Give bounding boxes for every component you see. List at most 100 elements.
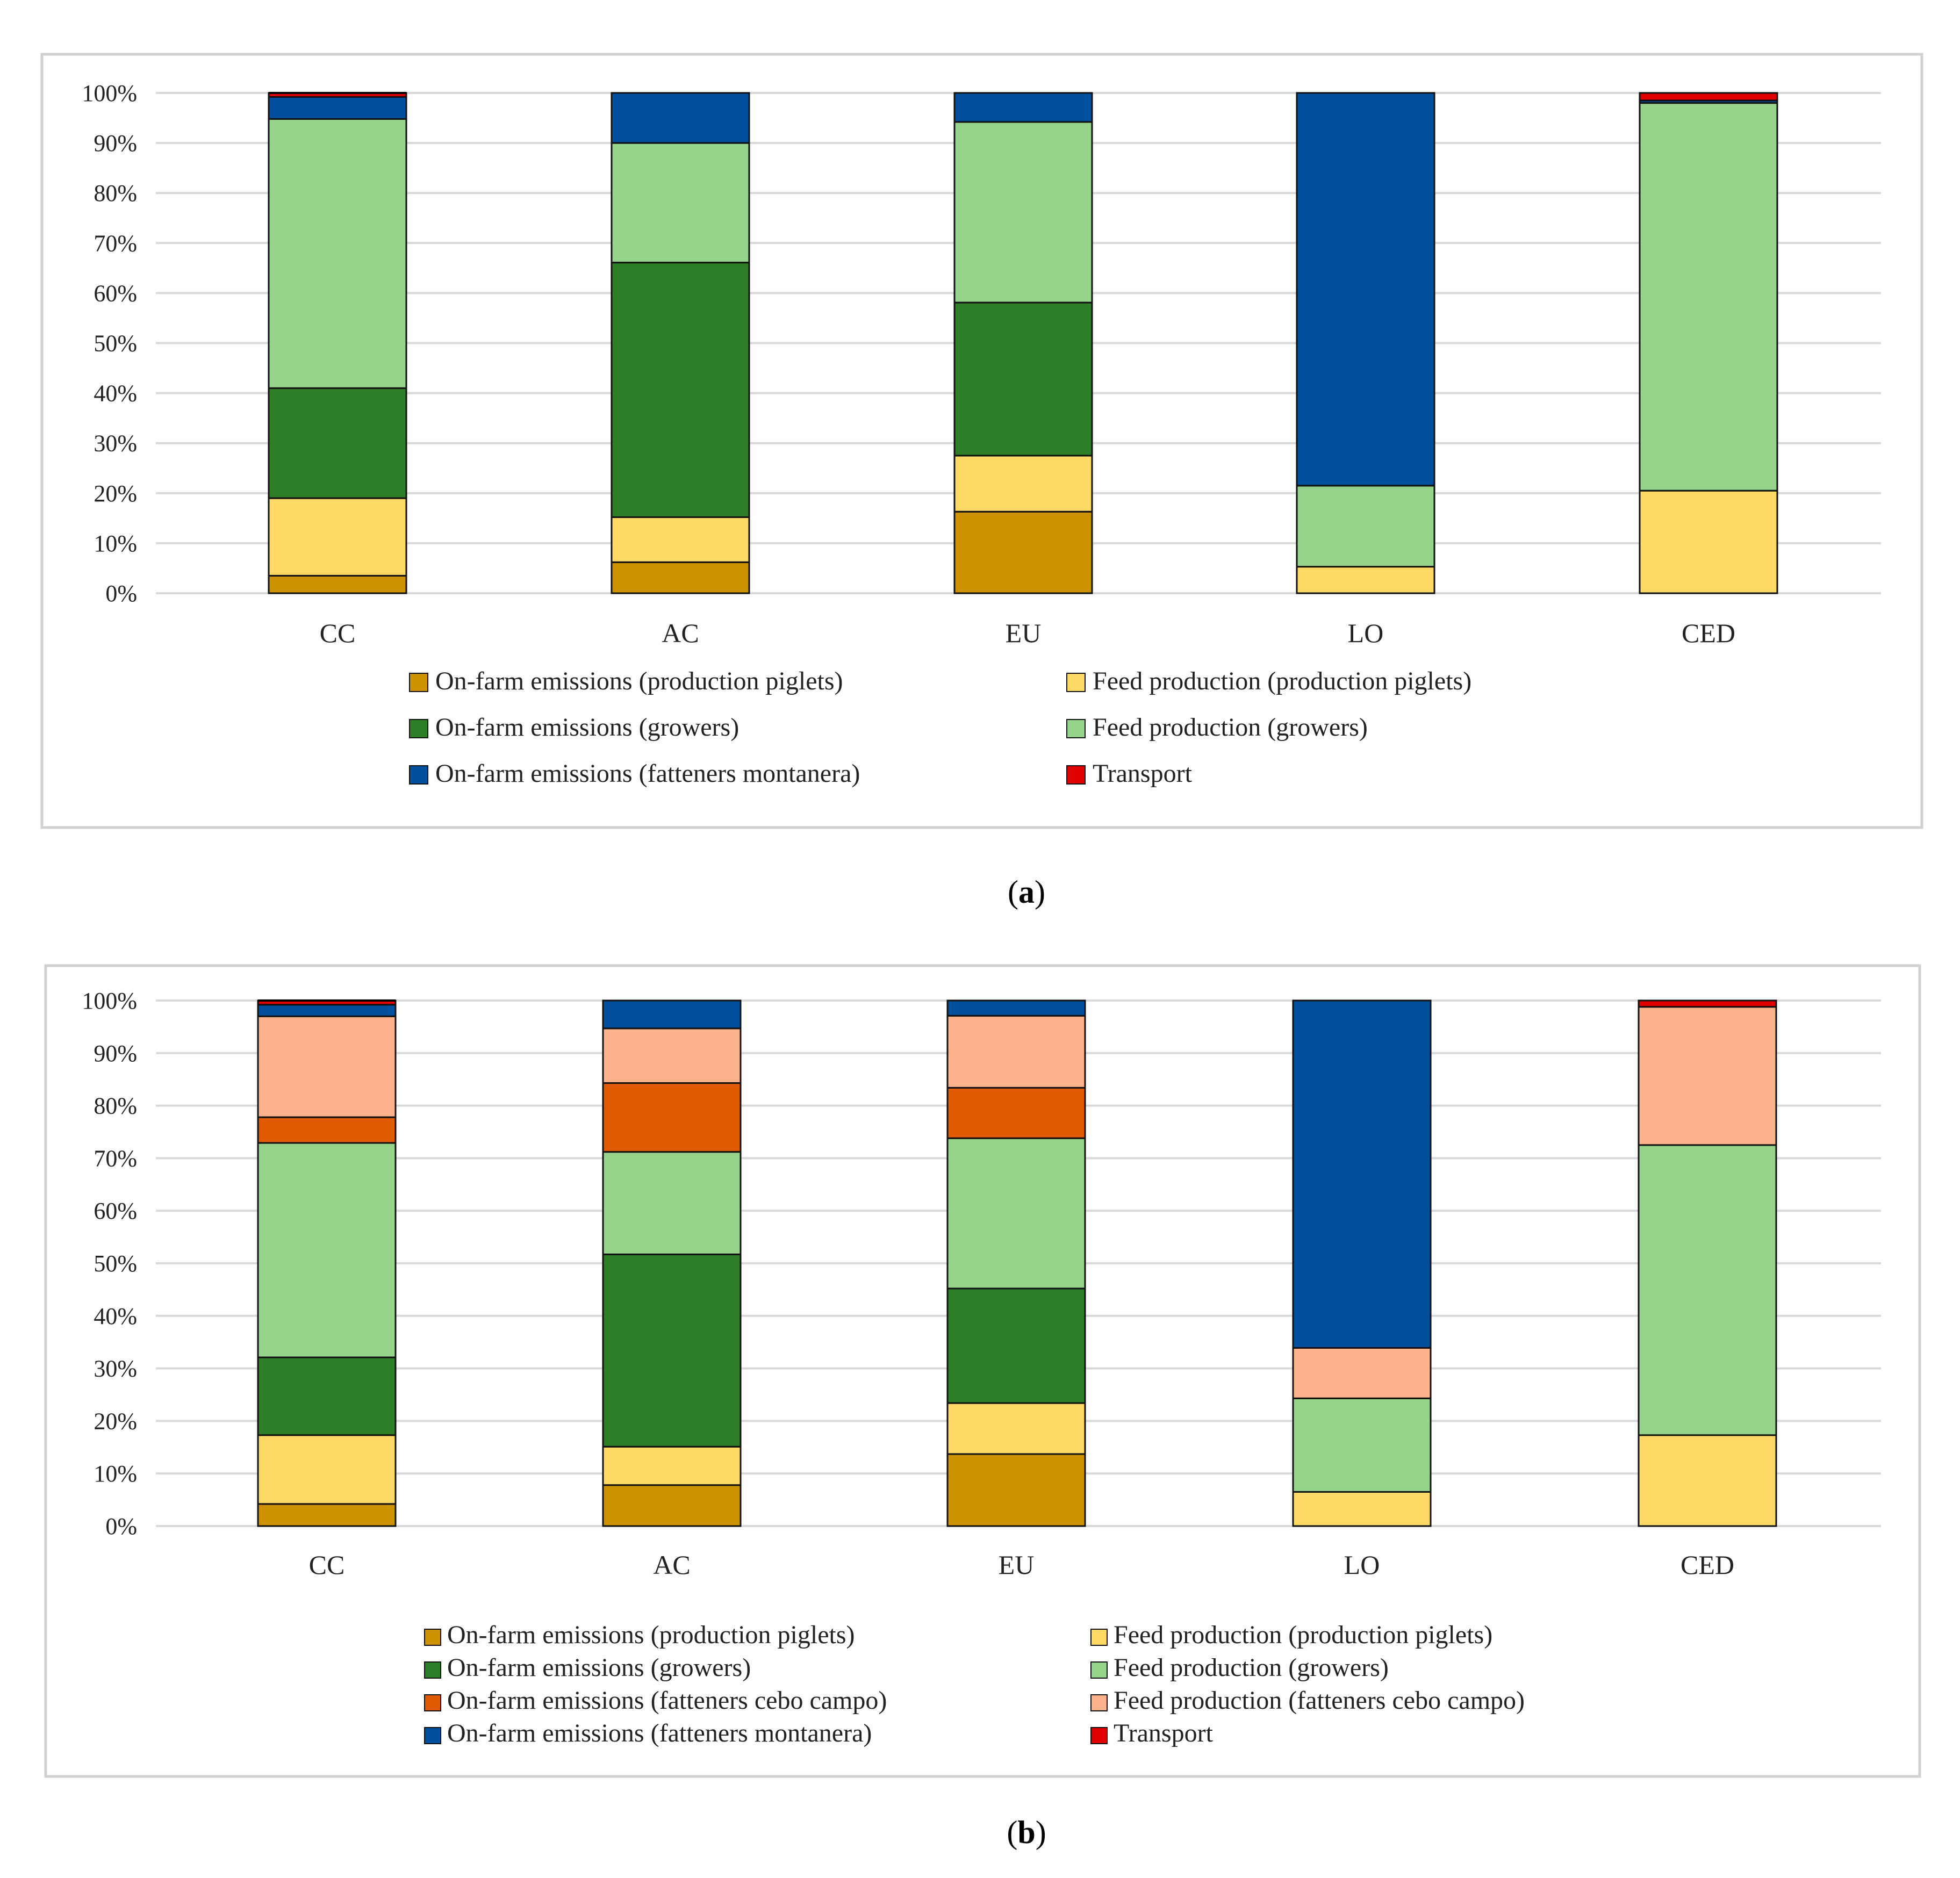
legend-label: On-farm emissions (growers) [447,1653,751,1682]
y-tick-label: 80% [94,1093,137,1119]
category-label: CC [309,1550,345,1580]
bar-segment [953,121,1093,304]
bar-segment [953,92,1093,123]
bar-segment [602,1484,742,1527]
chart-b-y-tick-labels: 0% 10% 20% 30% 40% 50% 60% 70% 80% 90% 100% [82,988,137,1539]
category-label: AC [662,618,699,648]
bar-segment [1296,566,1435,594]
bar-segment [1638,1144,1777,1436]
bar-segment [257,1116,397,1144]
category-label: EU [1006,618,1042,648]
bar-segment [946,1014,1086,1089]
caption-a-letter: a [1018,874,1035,910]
chart-b-category-labels: CC AC EU LO CED [309,1550,1734,1580]
category-label: CC [320,618,356,648]
y-tick-label: 70% [94,230,137,256]
y-tick-label: 90% [94,130,137,156]
bar-segment [1639,102,1778,492]
bar-segment [268,387,407,499]
legend-label: On-farm emissions (growers) [435,713,739,742]
chart-a-category-labels: CC AC EU LO CED [320,618,1735,648]
category-label: EU [999,1550,1035,1580]
bar-segment [1296,485,1435,568]
bar-segment [268,574,407,594]
category-label: CED [1682,618,1735,648]
chart-b-legend: On-farm emissions (production piglets) Fe… [424,1621,1525,1747]
legend-swatch [1090,1727,1108,1744]
y-tick-label: 60% [94,1198,137,1224]
chart-a: 0% 10% 20% 30% 40% 50% 60% 70% 80% 90% 100% CC AC EU… [40,53,1923,829]
legend-swatch [1090,1661,1108,1679]
legend-label: On-farm emissions (fatteners cebo campo) [447,1686,887,1715]
legend-label: On-farm emissions (fatteners montanera) [447,1719,872,1747]
legend-label: Feed production (production piglets) [1114,1621,1492,1649]
chart-b: 0% 10% 20% 30% 40% 50% 60% 70% 80% 90% 100% CC AC EU… [44,964,1921,1778]
bar-segment [602,1082,742,1153]
y-tick-label: 0% [105,580,137,607]
y-tick-label: 100% [82,80,137,106]
bar-segment [946,999,1086,1017]
legend-swatch [424,1661,441,1679]
bar-segment [611,142,750,264]
y-tick-label: 40% [94,1303,137,1329]
bar-segment [611,92,750,144]
bar-segment [268,118,407,389]
bar-segment [257,1434,397,1505]
bar-segment [257,1142,397,1358]
legend-swatch [1090,1694,1108,1711]
legend-swatch [424,1629,441,1646]
bar-segment [1638,1006,1777,1146]
y-tick-label: 40% [94,380,137,407]
chart-a-legend: On-farm emissions (production piglets) Fe… [409,667,1471,788]
bar-segment [602,1445,742,1486]
y-tick-label: 80% [94,180,137,206]
category-label: AC [653,1550,690,1580]
bar-segment [953,510,1093,594]
y-tick-label: 30% [94,430,137,457]
bar-segment [946,1086,1086,1139]
bar-segment [946,1453,1086,1527]
bar-segment [1296,92,1435,487]
legend-label: Feed production (growers) [1114,1653,1389,1682]
legend-swatch [424,1727,441,1744]
y-tick-label: 70% [94,1145,137,1171]
bar-segment [1292,1347,1432,1399]
chart-a-y-tick-labels: 0% 10% 20% 30% 40% 50% 60% 70% 80% 90% 100% [82,80,137,607]
legend-label: Feed production (growers) [1093,713,1368,742]
bar-segment [602,1151,742,1255]
legend-swatch [409,673,428,692]
bar-segment [602,999,742,1030]
y-tick-label: 30% [94,1356,137,1382]
legend-swatch [409,765,428,785]
bar-segment [1292,1491,1432,1527]
legend-swatch [424,1694,441,1711]
y-tick-label: 10% [94,1460,137,1487]
legend-swatch [1090,1629,1108,1646]
bar-segment [953,301,1093,457]
bar-segment [1639,92,1778,102]
caption-b-letter: b [1017,1815,1035,1850]
bar-segment [1292,1397,1432,1493]
y-tick-label: 60% [94,280,137,306]
bar-segment [611,516,750,563]
legend-swatch [1066,719,1086,738]
bar-segment [257,1015,397,1118]
category-label: LO [1348,618,1384,648]
bar-segment [611,262,750,518]
category-label: CED [1681,1550,1734,1580]
bar-segment [946,1287,1086,1404]
bar-segment [946,1402,1086,1455]
y-tick-label: 50% [94,1250,137,1277]
bar-segment [257,1356,397,1436]
bar-segment [1638,999,1777,1008]
bar-segment [257,1503,397,1527]
bar-segment [268,96,407,120]
bar-segment [602,1253,742,1448]
bar-segment [268,497,407,577]
bar-segment [946,1137,1086,1290]
y-tick-label: 20% [94,480,137,507]
bar-segment [1638,1434,1777,1527]
legend-swatch [409,719,428,738]
category-label: LO [1344,1550,1380,1580]
